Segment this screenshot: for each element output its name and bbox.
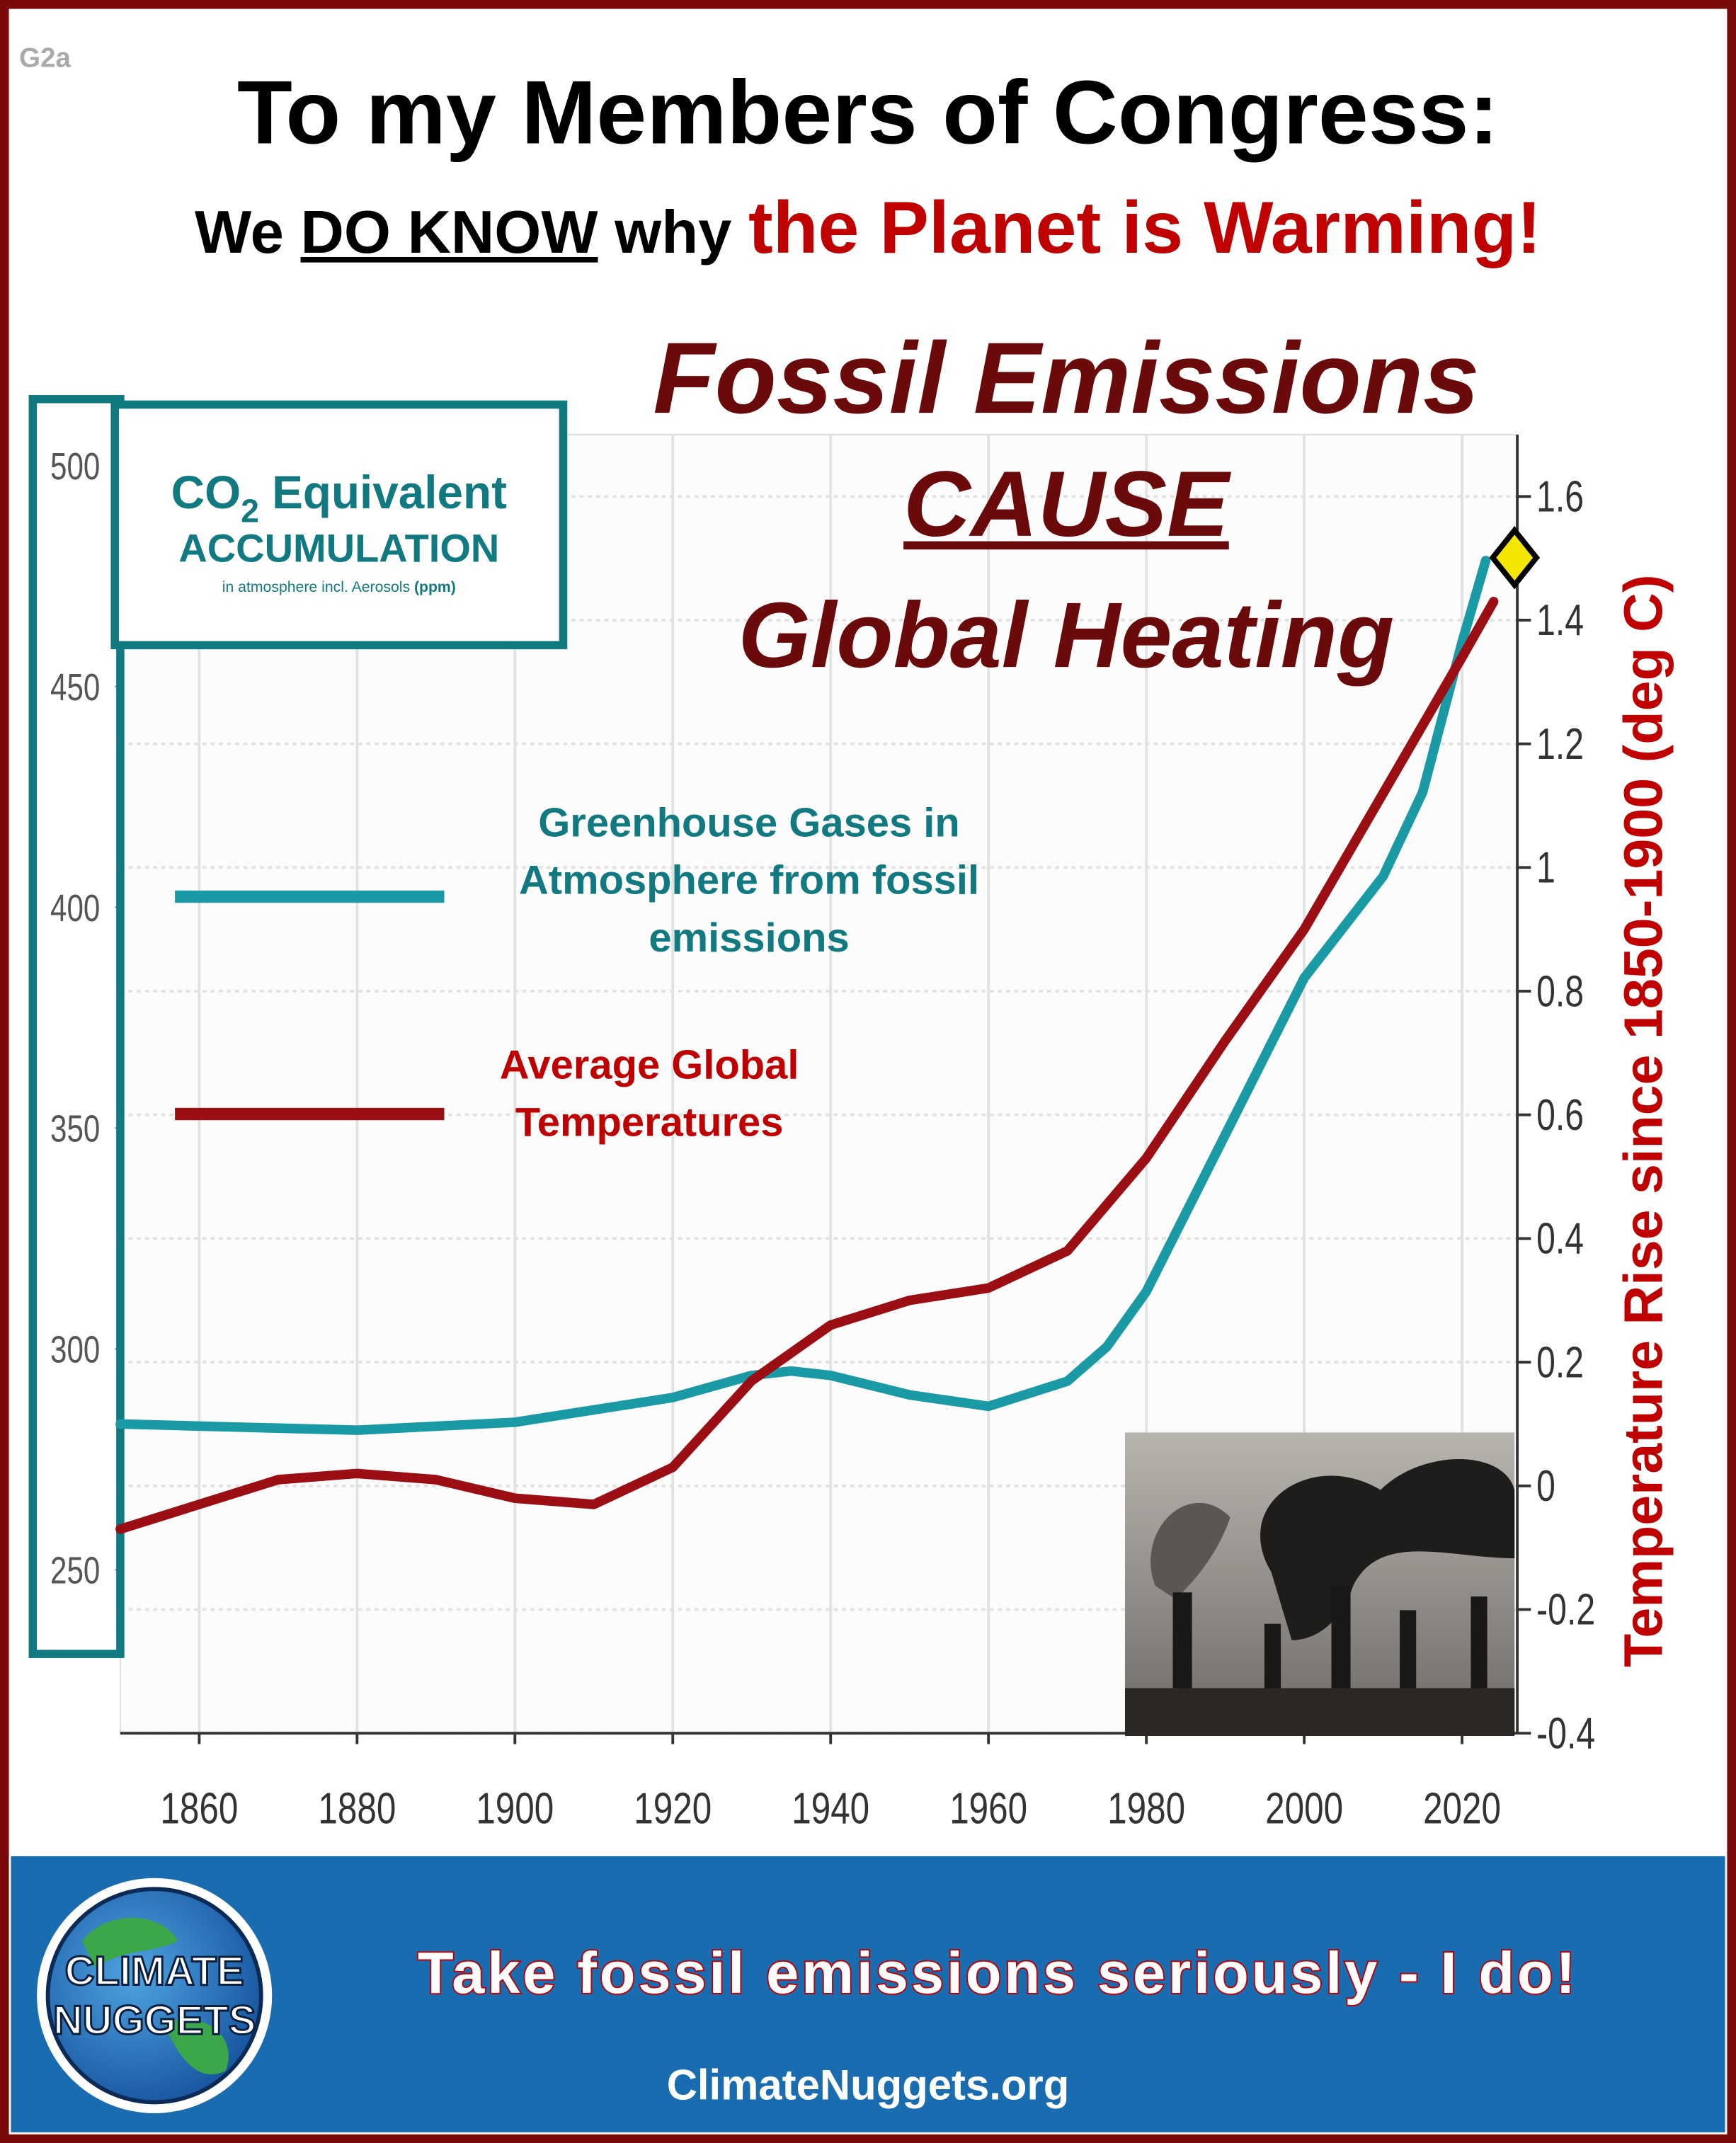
logo-line1: CLIMATE: [65, 1948, 244, 1994]
x-tick-label: 1880: [318, 1783, 396, 1833]
badge: G2a: [19, 43, 72, 74]
y2-axis-label: Temperature Rise since 1850-1900 (deg C): [1614, 574, 1674, 1667]
y2-tick-label: 0: [1536, 1461, 1555, 1510]
y2-tick-label: 1.4: [1536, 595, 1584, 644]
co2-unit: (ppm): [414, 579, 456, 595]
title: To my Members of Congress:: [237, 61, 1499, 163]
series-line: [115, 556, 1491, 1435]
y-tick-label: 350: [50, 1108, 100, 1150]
subtitle-emphasis: DO KNOW: [300, 199, 598, 267]
y-tick-label: 450: [50, 666, 100, 709]
footer-band: [11, 1856, 1725, 2132]
y2-tick-label: 0.6: [1536, 1090, 1584, 1139]
x-tick-label: 2000: [1265, 1783, 1343, 1833]
subtitle-part: We: [195, 199, 284, 267]
slogan: Take fossil emissions seriously - I do!: [418, 1940, 1578, 2006]
subtitle: We DO KNOW why the Planet is Warming!: [0, 186, 1736, 271]
y-tick-label: 400: [50, 887, 100, 930]
headline: CAUSE: [903, 452, 1229, 556]
co2-note: in atmosphere incl. Aerosols (ppm): [222, 579, 456, 595]
legend-label: Average Global Temperatures: [499, 1043, 799, 1145]
co2-note-text: in atmosphere incl. Aerosols: [222, 579, 410, 595]
legend-label: Greenhouse Gases in Atmosphere from foss…: [518, 801, 980, 961]
y2-tick-label: -0.2: [1536, 1585, 1595, 1634]
x-tick-label: 1860: [160, 1783, 238, 1833]
y2-tick-label: 1.6: [1536, 472, 1584, 521]
x-tick-label: 1940: [792, 1783, 869, 1833]
co2-line2: ACCUMULATION: [178, 526, 499, 571]
co2-suffix: Equivalent: [259, 467, 507, 518]
co2-box: [110, 400, 568, 650]
footer-url: ClimateNuggets.org: [667, 2062, 1070, 2109]
y-tick-label: 300: [50, 1329, 100, 1371]
factory-photo: [1124, 1432, 1515, 1737]
logo: CLIMATE NUGGETS: [37, 1878, 273, 2113]
headline: Global Heating: [738, 583, 1395, 688]
y-axis-box: [28, 394, 125, 1658]
y2-tick-label: 0.8: [1536, 967, 1584, 1016]
y-tick-label: 250: [50, 1550, 100, 1592]
series-layer: [115, 556, 1499, 1534]
logo-line2: NUGGETS: [53, 1998, 256, 2043]
co2-prefix: CO: [171, 467, 241, 518]
x-tick-label: 1960: [949, 1783, 1027, 1833]
co2-title: CO2 Equivalent: [171, 467, 507, 529]
y2-tick-label: 0.4: [1536, 1214, 1584, 1263]
subtitle-highlight: the Planet is Warming!: [748, 187, 1541, 270]
y2-tick-label: -0.4: [1536, 1709, 1595, 1758]
y-tick-label: 500: [50, 445, 100, 488]
x-tick-label: 1980: [1107, 1783, 1185, 1833]
co2-subscript: 2: [241, 493, 259, 530]
x-tick-label: 1920: [634, 1783, 712, 1833]
x-tick-label: 1900: [476, 1783, 554, 1833]
subtitle-part: why: [615, 199, 732, 267]
series-line: [115, 597, 1499, 1534]
headline: Fossil Emissions: [653, 321, 1480, 435]
latest-marker: [1489, 525, 1541, 590]
y2-tick-label: 1.2: [1536, 719, 1584, 768]
y2-tick-label: 1: [1536, 843, 1555, 892]
y2-tick-label: 0.2: [1536, 1338, 1584, 1387]
x-tick-label: 2020: [1423, 1783, 1501, 1833]
